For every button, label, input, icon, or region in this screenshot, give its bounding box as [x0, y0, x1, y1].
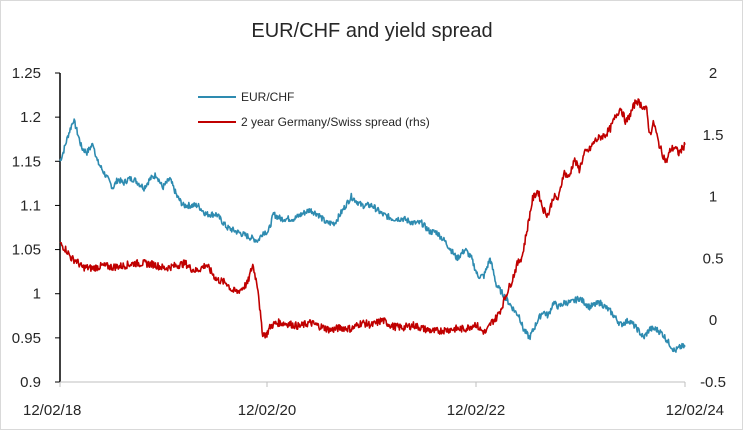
series-line-spread	[59, 98, 686, 339]
legend-label-spread: 2 year Germany/Swiss spread (rhs)	[241, 115, 430, 129]
left-y-tick-label: 1	[33, 286, 41, 303]
x-tick-label: 12/02/20	[238, 402, 296, 419]
right-y-tick-labels: -0.5 0 0.5 1 1.5 2	[700, 65, 726, 391]
left-y-tick-label: 0.95	[12, 330, 41, 347]
series-layer	[59, 98, 686, 353]
right-y-tick-label: -0.5	[700, 374, 726, 391]
x-tick-label: 12/02/18	[23, 402, 81, 419]
left-y-tick-label: 1.05	[12, 242, 41, 259]
x-tick-label: 12/02/24	[666, 402, 724, 419]
chart-title: EUR/CHF and yield spread	[251, 20, 492, 42]
left-y-tick-label: 1.1	[20, 197, 41, 214]
left-y-tick-label: 1.25	[12, 65, 41, 82]
series-line-eurchf	[59, 118, 686, 353]
left-y-tick-labels: 0.9 0.95 1 1.05 1.1 1.15 1.2 1.25	[12, 65, 60, 391]
x-tick-label: 12/02/22	[447, 402, 505, 419]
right-y-tick-label: 0	[709, 312, 717, 329]
left-y-tick-label: 1.15	[12, 153, 41, 170]
right-y-tick-label: 1	[709, 189, 717, 206]
right-y-tick-label: 0.5	[703, 250, 724, 267]
legend-label-eurchf: EUR/CHF	[241, 90, 294, 104]
x-tick-labels: 12/02/18 12/02/20 12/02/22 12/02/24	[23, 382, 724, 419]
left-y-tick-label: 1.2	[20, 109, 41, 126]
legend: EUR/CHF 2 year Germany/Swiss spread (rhs…	[198, 90, 430, 129]
left-y-tick-label: 0.9	[20, 374, 41, 391]
right-y-tick-label: 2	[709, 65, 717, 82]
right-y-tick-label: 1.5	[703, 127, 724, 144]
